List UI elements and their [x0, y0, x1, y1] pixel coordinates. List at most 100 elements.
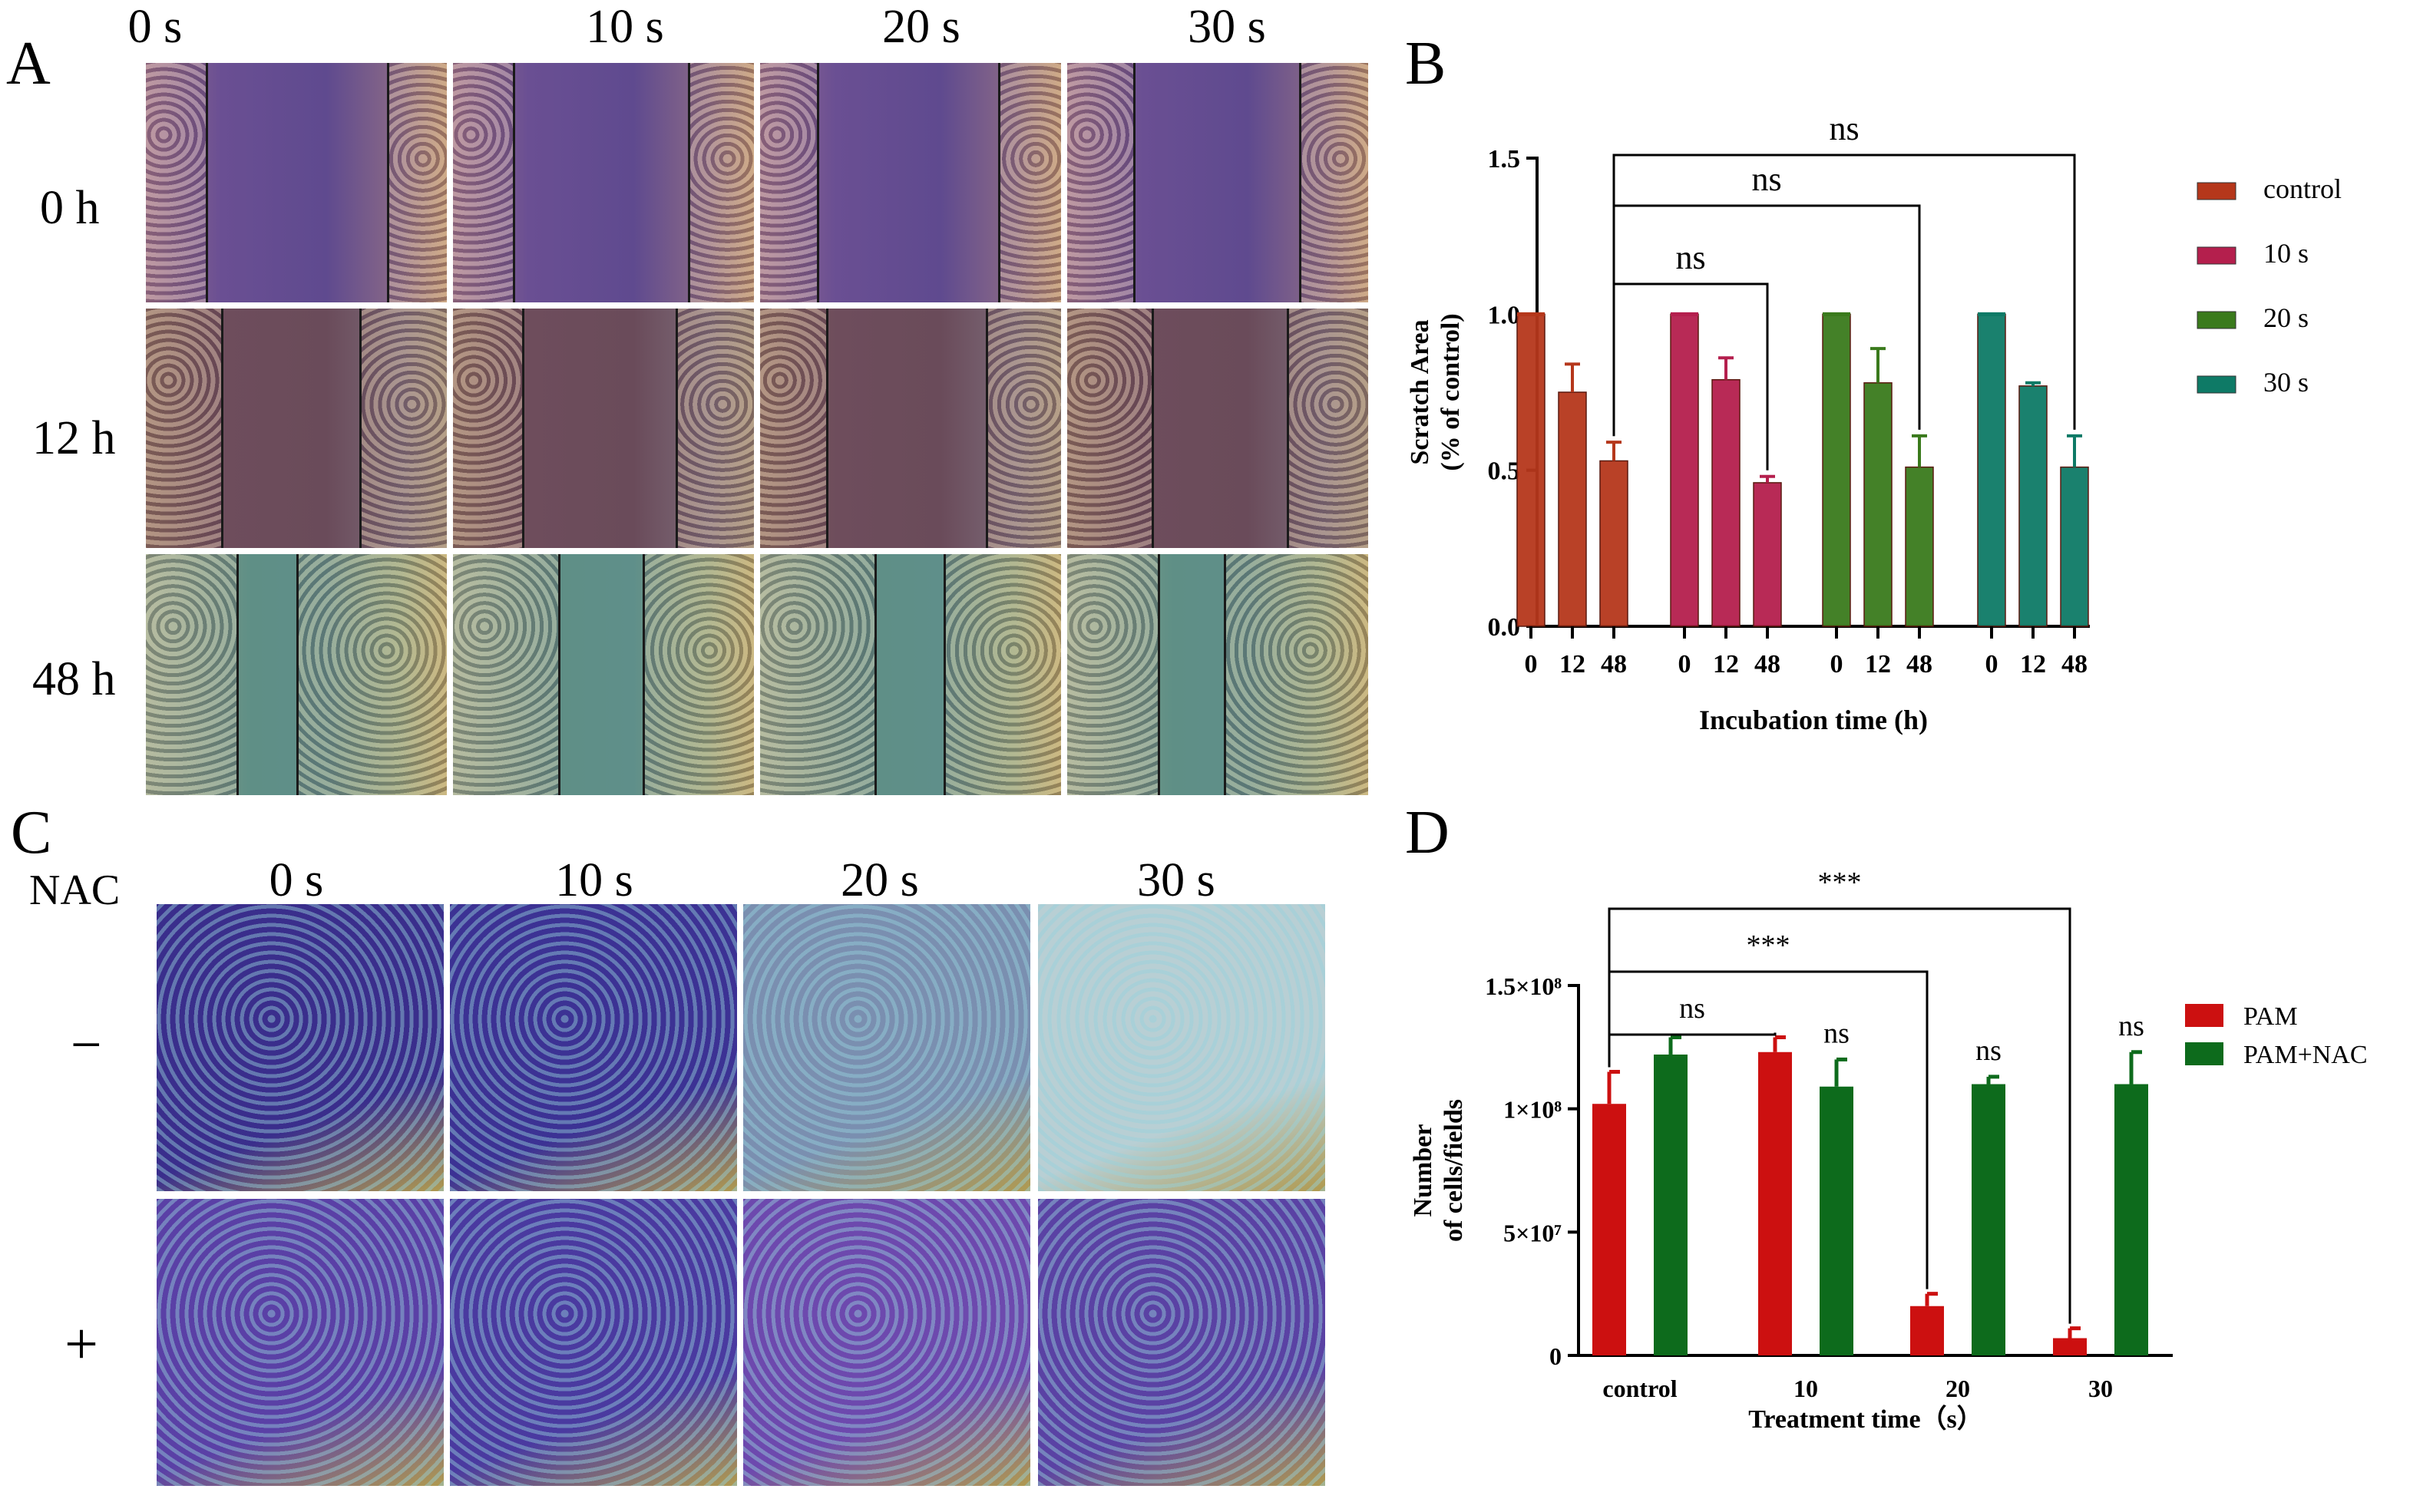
transwell-image-minus-10s — [450, 904, 737, 1191]
d-nac-significance-label: ns — [1823, 1017, 1850, 1049]
transwell-image-plus-20s — [743, 1199, 1030, 1486]
d-bar-PAM-20 — [1910, 1306, 1944, 1355]
d-significance-label: *** — [1818, 867, 1862, 899]
b-y-tick-label: 1.5 — [1488, 145, 1521, 173]
b-bar-20s-0 — [1822, 313, 1851, 627]
transwell-image-plus-30s — [1038, 1199, 1325, 1486]
b-legend-label: 30 s — [2263, 367, 2309, 398]
panel-a-row-12h: 12 h — [32, 412, 116, 464]
b-bar-10s-48 — [1753, 482, 1782, 627]
panel-d-letter: D — [1405, 799, 1450, 867]
scratch-image-0h-10s — [453, 63, 754, 302]
b-x-tick-label: 12 — [1559, 650, 1585, 678]
b-y-tick-label: 1.0 — [1488, 301, 1521, 329]
panel-c-letter: C — [11, 799, 52, 867]
d-significance-bracket — [1608, 970, 1929, 1289]
d-legend-swatch — [2185, 1042, 2223, 1065]
b-bar-30s-12 — [2018, 385, 2048, 627]
panel-a-row-48h: 48 h — [32, 653, 116, 705]
d-x-label: Treatment time（s） — [1748, 1404, 1983, 1434]
panel-d-chart: 0 5×10⁷ 1×10⁸ 1.5×10⁸ Number of cells/fields n… — [1409, 867, 2368, 1434]
scratch-image-48h-30s — [1067, 554, 1368, 795]
scratch-image-48h-20s — [760, 554, 1061, 795]
panel-b-letter: B — [1405, 30, 1446, 97]
b-bar-20s-48 — [1905, 466, 1934, 627]
b-bar-control-48 — [1599, 460, 1628, 627]
b-x-tick-label: 12 — [1713, 650, 1739, 678]
d-nac-significance-label: ns — [1975, 1035, 2002, 1067]
panel-c-col-10s: 10 s — [555, 854, 633, 906]
panel-c-col-20s: 20 s — [841, 854, 919, 906]
d-significance-bracket — [1608, 1032, 1777, 1068]
b-bar-30s-0 — [1977, 313, 2006, 627]
scratch-image-48h-10s — [453, 554, 754, 795]
scratch-image-12h-30s — [1067, 309, 1368, 548]
panel-a-letter: A — [6, 30, 51, 97]
d-bar-PAM+NAC-control — [1654, 1054, 1688, 1355]
d-x-tick-label: control — [1602, 1375, 1677, 1402]
panel-a-row-0h: 0 h — [40, 182, 100, 234]
transwell-image-plus-0s — [157, 1199, 444, 1486]
d-legend-swatch — [2185, 1004, 2223, 1027]
b-x-tick-label: 0 — [1830, 650, 1843, 678]
b-y-tick-label: 0.0 — [1488, 613, 1521, 642]
b-x-tick-label: 48 — [1601, 650, 1627, 678]
panel-c-row-plus: + — [64, 1310, 98, 1377]
transwell-image-minus-0s — [157, 904, 444, 1191]
d-bar-PAM-30 — [2053, 1338, 2087, 1355]
b-bar-10s-0 — [1670, 313, 1699, 627]
d-y-label-2: of cells/fields — [1440, 1099, 1468, 1242]
b-legend-swatch — [2197, 182, 2236, 200]
d-legend-label: PAM — [2243, 1002, 2298, 1031]
d-significance-label: *** — [1747, 929, 1790, 962]
panel-a-col-0s: 0 s — [127, 1, 183, 53]
panel-c-nac-label: NAC — [29, 867, 121, 914]
d-x-tick-label: 30 — [2088, 1375, 2113, 1402]
b-significance-label: ns — [1751, 160, 1781, 198]
panel-c-col-30s: 30 s — [1137, 854, 1215, 906]
d-y-tick-label: 1×10⁸ — [1503, 1096, 1562, 1124]
b-x-tick-label: 12 — [2020, 650, 2046, 678]
b-y-label-1: Scratch Area — [1406, 319, 1434, 464]
d-y-tick-label: 1.5×10⁸ — [1485, 972, 1562, 1000]
d-y-tick-label: 0 — [1549, 1342, 1562, 1370]
d-bar-PAM-control — [1592, 1104, 1626, 1355]
b-x-tick-label: 12 — [1865, 650, 1891, 678]
d-y-label-1: Number — [1409, 1124, 1437, 1217]
d-nac-significance-label: ns — [2118, 1010, 2144, 1042]
b-bar-control-0 — [1516, 313, 1546, 627]
b-bar-control-12 — [1558, 391, 1587, 627]
b-legend-label: control — [2263, 173, 2342, 204]
b-significance-bracket — [1612, 154, 2076, 437]
b-x-tick-label: 0 — [1985, 650, 1998, 678]
b-significance-label: ns — [1675, 239, 1705, 276]
b-y-tick-label: 0.5 — [1488, 457, 1521, 486]
d-x-tick-label: 20 — [1946, 1375, 1970, 1402]
scratch-image-12h-10s — [453, 309, 754, 548]
b-bar-30s-48 — [2060, 466, 2089, 627]
b-x-tick-label: 0 — [1525, 650, 1538, 678]
b-x-tick-label: 48 — [1754, 650, 1780, 678]
d-bar-PAM+NAC-10 — [1820, 1086, 1853, 1355]
panel-c-col-0s: 0 s — [269, 854, 324, 906]
scratch-image-0h-20s — [760, 63, 1061, 302]
d-x-tick-label: 10 — [1793, 1375, 1818, 1402]
d-legend-label: PAM+NAC — [2243, 1041, 2368, 1069]
scratch-image-0h-0s — [146, 63, 447, 302]
d-y-tick-label: 5×10⁷ — [1503, 1219, 1562, 1246]
b-x-label: Incubation time (h) — [1699, 705, 1928, 735]
panel-c-row-minus: − — [71, 1014, 102, 1075]
d-bar-PAM+NAC-20 — [1972, 1084, 2005, 1355]
b-x-tick-label: 0 — [1678, 650, 1691, 678]
b-significance-label: ns — [1829, 110, 1859, 147]
b-legend-label: 20 s — [2263, 302, 2309, 333]
scratch-image-12h-20s — [760, 309, 1061, 548]
panel-a-col-20s: 20 s — [882, 1, 960, 53]
b-x-tick-label: 48 — [1906, 650, 1932, 678]
b-bar-10s-12 — [1711, 378, 1741, 627]
scratch-image-12h-0s — [146, 309, 447, 548]
panel-a-col-10s: 10 s — [586, 1, 664, 53]
panel-a-col-30s: 30 s — [1188, 1, 1266, 53]
transwell-image-minus-30s — [1038, 904, 1325, 1191]
